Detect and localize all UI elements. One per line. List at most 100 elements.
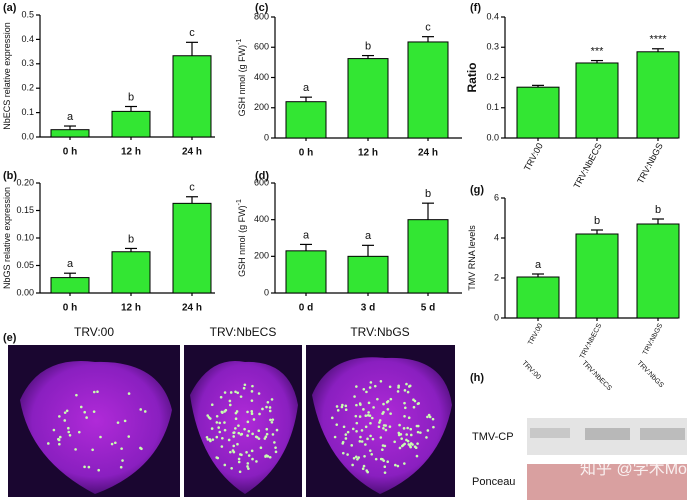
lesion-spot: [57, 438, 61, 442]
x-tick-label: 12 h: [358, 148, 378, 159]
photo-area: [8, 345, 455, 497]
lesion-spot: [58, 442, 61, 446]
lesion-spot: [120, 447, 123, 450]
lesion-spot: [223, 421, 226, 424]
lesion-spot: [230, 467, 233, 470]
leaf: [312, 357, 452, 494]
x-tick-label: 24 h: [182, 303, 202, 314]
lesion-spot: [403, 389, 407, 392]
x-tick-label: 24 h: [418, 148, 438, 159]
y-tick-label: 0.10: [16, 232, 34, 242]
lesion-spot: [372, 406, 375, 409]
lesion-spot: [396, 464, 400, 468]
lesion-spot: [399, 432, 403, 436]
lesion-spot: [333, 435, 337, 439]
lesion-spot: [271, 433, 275, 436]
lesion-spot: [231, 449, 235, 452]
panel-label: (f): [470, 2, 481, 14]
lesion-spot: [250, 412, 254, 415]
y-tick-label: 0.1: [486, 102, 499, 112]
lesion-spot: [373, 384, 377, 388]
lesion-spot: [408, 444, 412, 447]
lesion-spot: [409, 427, 413, 431]
lesion-spot: [401, 444, 404, 448]
lesion-spot: [417, 402, 421, 405]
lesion-spot: [419, 431, 422, 434]
lesion-spot: [396, 390, 400, 393]
lesion-spot: [274, 450, 278, 454]
significance-label: a: [535, 259, 542, 271]
lesion-spot: [402, 427, 406, 430]
lesion-spot: [363, 454, 366, 458]
lesion-spot: [383, 465, 387, 469]
lesion-spot: [403, 442, 406, 446]
lesion-spot: [369, 381, 373, 384]
y-axis-label-text: TMV RNA levels: [467, 225, 477, 291]
y-tick-label: 0.05: [16, 260, 34, 270]
lesion-spot: [370, 452, 374, 456]
x-tick-label: TRV:NbECS: [572, 141, 604, 190]
lesion-spot: [264, 454, 267, 458]
lesion-spot: [427, 413, 431, 417]
watermark: 知乎 @学术Mowei: [580, 460, 693, 478]
lesion-spot: [340, 405, 344, 409]
lesion-spot: [228, 399, 232, 403]
y-axis-label-text: GSH nmol (g FW): [237, 45, 247, 117]
lesion-spot: [426, 429, 430, 432]
blot-band: [640, 428, 685, 440]
lesion-spot: [223, 428, 227, 432]
lesion-spot: [383, 471, 387, 474]
lesion-spot: [251, 457, 254, 461]
lesion-spot: [234, 427, 237, 430]
lesion-spot: [369, 434, 372, 438]
bar: [111, 251, 151, 294]
lesion-spot: [362, 408, 365, 411]
lesion-spot: [243, 383, 247, 387]
y-tick-label: 0: [264, 132, 269, 142]
lesion-spot: [379, 436, 383, 439]
lesion-spot: [234, 390, 237, 394]
lesion-spot: [234, 417, 238, 421]
y-axis-label: TMV RNA levels: [467, 225, 477, 291]
lesion-spot: [223, 391, 227, 394]
lesion-spot: [87, 465, 91, 469]
y-tick-label: 200: [254, 102, 269, 112]
lesion-spot: [58, 415, 61, 418]
lesion-spot: [143, 410, 147, 413]
lesion-spot: [92, 390, 96, 394]
lesion-spot: [362, 388, 366, 391]
lesion-spot: [406, 439, 410, 443]
lesion-spot: [344, 433, 348, 436]
x-tick-label: TRV:NbECS: [579, 322, 604, 360]
bar: [636, 223, 680, 319]
lesion-spot: [215, 414, 219, 418]
lesion-spot: [407, 385, 411, 388]
lesion-spot: [384, 428, 388, 432]
lesion-spot: [403, 401, 406, 405]
lesion-spot: [207, 416, 211, 419]
significance-label: c: [189, 27, 195, 39]
lesion-spot: [224, 408, 228, 412]
lesion-spot: [257, 437, 261, 440]
lesion-spot: [412, 405, 416, 409]
lesion-spot: [386, 407, 390, 411]
lesion-spot: [223, 463, 227, 467]
panel-label: (a): [3, 2, 17, 14]
lesion-spot: [206, 438, 210, 441]
bar: [50, 277, 90, 294]
x-tick-label: 5 d: [421, 303, 435, 314]
lesion-spot: [403, 414, 406, 418]
y-tick-label: 0.0: [486, 132, 499, 142]
lesion-spot: [351, 427, 355, 431]
lesion-spot: [405, 433, 408, 436]
lesion-spot: [63, 419, 67, 422]
lesion-spot: [232, 435, 235, 438]
lesion-spot: [398, 446, 402, 450]
lesion-spot: [357, 456, 361, 459]
lesion-spot: [364, 443, 367, 446]
lesion-spot: [360, 440, 364, 443]
lesion-spot: [246, 462, 250, 465]
bar: [347, 58, 389, 139]
lesion-spot: [425, 436, 428, 439]
panel-label: (h): [470, 372, 484, 384]
